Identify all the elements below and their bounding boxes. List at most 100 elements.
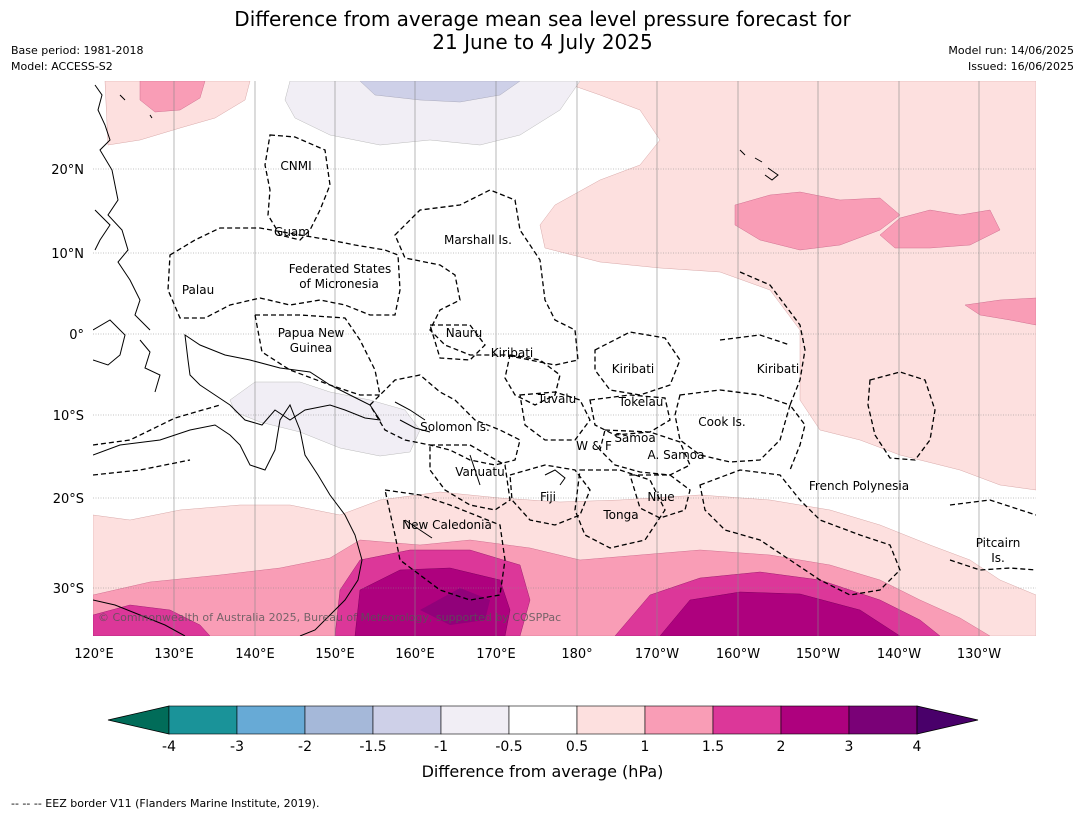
issued-date: Issued: 16/06/2025 [967,60,1074,73]
anomaly-region-ne [539,81,1036,491]
region-label-guam: Guam [274,225,310,239]
colorbar-under-arrow [107,705,170,735]
colorbar-tick-label: 1.5 [702,739,724,755]
region-label-niue: Niue [647,490,674,504]
region-label-wf: W & F [576,439,612,453]
colorbar-tick-label: -4 [162,739,176,755]
colorbar-segment [236,705,306,735]
region-label-cnmi: CNMI [280,159,311,173]
lon-label-180: 180° [561,647,592,662]
colorbar-segment [508,705,578,735]
meta-right: Model run: 14/06/2025 Issued: 16/06/2025 [948,43,1074,75]
region-label-pitcairn-2: Is. [991,551,1005,565]
lat-label-30s: 30°S [53,582,84,597]
lat-label-0: 0° [69,328,84,343]
colorbar-segment [712,705,782,735]
region-label-samoa: Samoa [614,431,655,445]
lon-label-150w: 150°W [796,647,840,662]
colorbar-tick-label: 4 [913,739,922,755]
lon-label-170w: 170°W [635,647,679,662]
colorbar-segments [168,705,918,735]
colorbar-tick-label: -0.5 [495,739,522,755]
eez-footnote: -- -- -- EEZ border V11 (Flanders Marine… [11,797,320,810]
region-label-kiribati-west: Kiribati [491,346,533,360]
region-label-pitcairn-1: Pitcairn [976,536,1021,550]
anomaly-region-ne-strong [734,191,901,251]
map-title: Difference from average mean sea level p… [0,8,1085,54]
colorbar-segment [168,705,238,735]
colorbar-ticks: -4 -3 -2 -1.5 -1 -0.5 0.5 1 1.5 2 3 4 [162,739,922,755]
colorbar-tick-label: 3 [845,739,854,755]
region-label-fsm-2: of Micronesia [299,277,379,291]
copyright-notice: © Commonwealth of Australia 2025, Bureau… [98,611,561,624]
region-label-marshall: Marshall Is. [444,233,512,247]
region-label-kiribati-east: Kiribati [757,362,799,376]
region-label-tuvalu: Tuvalu [537,392,577,406]
colorbar-over-arrow [916,705,979,735]
region-label-kiribati-central: Kiribati [612,362,654,376]
lat-label-10s: 10°S [53,409,84,424]
meta-left: Base period: 1981-2018 Model: ACCESS-S2 [11,43,143,75]
colorbar: -4 -3 -2 -1.5 -1 -0.5 0.5 1 1.5 2 3 4 [107,705,979,755]
anomaly-region-n-neg [284,81,581,146]
colorbar-label: Difference from average (hPa) [421,762,664,781]
colorbar-segment [780,705,850,735]
colorbar-segment [848,705,918,735]
lon-label-170e: 170°E [476,647,516,662]
title-line-1: Difference from average mean sea level p… [234,7,851,31]
model-run: Model run: 14/06/2025 [948,44,1074,57]
lat-label-10n: 10°N [51,247,84,262]
lon-label-150e: 150°E [315,647,355,662]
colorbar-segment [304,705,374,735]
colorbar-tick-label: -1.5 [359,739,386,755]
region-label-vanuatu: Vanuatu [455,465,505,479]
lat-axis: 20°N 10°N 0° 10°S 20°S 30°S [51,163,84,597]
region-label-palau: Palau [182,283,214,297]
colorbar-tick-label: 2 [777,739,786,755]
anomaly-region-e-strong [964,297,1036,326]
region-label-fiji: Fiji [540,490,556,504]
lon-label-160e: 160°E [395,647,435,662]
base-period: Base period: 1981-2018 [11,44,144,57]
region-label-new-caledonia: New Caledonia [402,518,492,532]
lon-label-130e: 130°E [154,647,194,662]
region-label-png-1: Papua New [278,326,345,340]
colorbar-segment [644,705,714,735]
anomaly-region-sw [93,604,211,636]
colorbar-tick-label: -1 [434,739,448,755]
anomaly-region-ne-strong-2 [879,209,1001,249]
region-label-solomon: Solomon Is. [420,420,490,434]
map-area: CNMI Guam Marshall Is. Federated States … [93,81,1036,636]
lon-label-160w: 160°W [716,647,760,662]
lon-label-140e: 140°E [235,647,275,662]
eez-borders [93,134,1036,601]
anomaly-region-nw-strong [139,81,206,113]
anomaly-region-se-stronger [659,591,901,636]
region-label-tokelau: Tokelau [618,395,664,409]
region-labels: CNMI Guam Marshall Is. Federated States … [182,159,1020,565]
anomaly-region-s-strongest [420,588,490,625]
colorbar-segment [372,705,442,735]
colorbar-tick-label: -3 [230,739,244,755]
anomaly-region-n-neg-strong [359,81,521,103]
lon-label-120e: 120°E [74,647,114,662]
gridlines [93,81,1036,636]
lon-axis: 120°E 130°E 140°E 150°E 160°E 170°E 180°… [74,647,1001,662]
model-name: Model: ACCESS-S2 [11,60,113,73]
colorbar-tick-label: -2 [298,739,312,755]
lat-label-20n: 20°N [51,163,84,178]
region-label-cook: Cook Is. [698,415,745,429]
lon-label-130w: 130°W [957,647,1001,662]
colorbar-segment [440,705,510,735]
region-label-nauru: Nauru [446,326,482,340]
region-label-tonga: Tonga [602,508,638,522]
title-line-2: 21 June to 4 July 2025 [432,30,653,54]
lon-label-140w: 140°W [877,647,921,662]
colorbar-segment [576,705,646,735]
coastlines [93,84,779,636]
region-label-png-2: Guinea [290,341,333,355]
region-label-asamoa: A. Samoa [648,448,705,462]
region-label-french-polynesia: French Polynesia [809,479,909,493]
colorbar-tick-label: 1 [641,739,650,755]
